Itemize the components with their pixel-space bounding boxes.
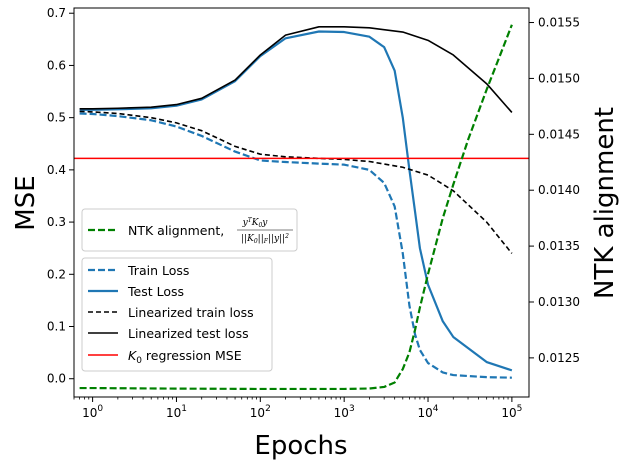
x-axis-ticks: 100 101 102 103 104 105 [73,397,522,420]
x-tick-label: 105 [501,404,522,420]
y-left-tick-label: 0.1 [47,320,66,334]
x-tick-label: 103 [334,404,355,420]
legend-ntk-denominator: ||K0||F||y||2 [241,233,289,245]
legend-k0-label: K0 regression MSE [128,348,242,366]
y-right-tick-label: 0.0155 [538,16,580,30]
legend-ntk-numerator: yTK0y [242,217,269,229]
y-right-tick-label: 0.0135 [538,239,580,253]
legend-train-loss-label: Train Loss [127,263,189,278]
y-left-tick-label: 0.4 [47,163,66,177]
y-left-tick-label: 0.5 [47,111,66,125]
y-left-tick-label: 0.2 [47,267,66,281]
y-left-tick-label: 0.6 [47,58,66,72]
y-left-tick-label: 0.7 [47,6,66,20]
y-left-tick-label: 0.0 [47,372,66,386]
legend-lin-test-label: Linearized test loss [128,326,249,341]
series-line-linearized-test-loss [79,25,513,113]
y-axis-left-ticks: 0.0 0.1 0.2 0.3 0.4 0.5 0.6 0.7 [47,6,74,386]
legend-lin-train-label: Linearized train loss [128,305,254,320]
y-right-tick-label: 0.0140 [538,183,580,197]
y-right-tick-label: 0.0150 [538,71,580,85]
legend-ntk-label: NTK alignment, [128,223,224,238]
legend-ntk: NTK alignment, yTK0y ||K0||F||y||2 [81,208,298,252]
plot-frame [73,7,530,398]
y-left-tick-label: 0.3 [47,215,66,229]
series-layer [74,24,529,391]
x-tick-label: 104 [418,404,439,420]
series-line-linearized-train-loss [79,110,513,254]
x-tick-label: 100 [82,404,103,420]
series-line-test-loss [79,30,513,372]
legend-losses: Train Loss Test Loss Linearized train lo… [81,257,273,372]
y-axis-left-title: MSE [11,175,41,230]
x-tick-label: 102 [250,404,271,420]
legend-ntk-frame [81,208,298,252]
y-right-tick-label: 0.0145 [538,127,580,141]
y-right-tick-label: 0.0125 [538,351,580,365]
series-line-ntk-alignment [79,24,513,391]
y-axis-right-title: NTK alignment [590,107,620,299]
x-axis-title: Epochs [254,431,347,461]
legend-test-loss-label: Test Loss [127,284,184,299]
y-right-tick-label: 0.0130 [538,295,580,309]
x-tick-label: 101 [166,404,187,420]
series-line-train-loss [79,112,512,379]
y-axis-right-ticks: 0.0125 0.0130 0.0135 0.0140 0.0145 0.0150 0.01… [529,16,580,365]
legend-losses-frame [81,257,273,372]
